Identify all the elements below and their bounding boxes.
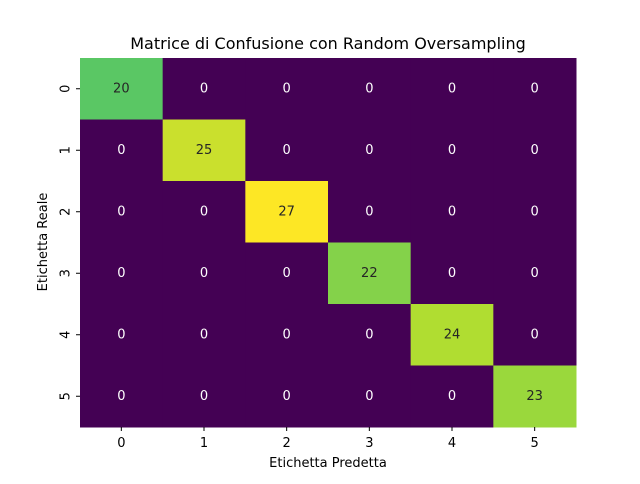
heatmap-cell-r1-c0 [80,119,164,182]
y-tick-label-3: 3 [59,269,74,277]
cell-value-r1-c0: 0 [117,143,125,158]
cell-value-r2-c3: 0 [365,204,373,219]
heatmap-cell-r0-c4 [410,58,494,120]
cell-value-r4-c0: 0 [117,327,125,342]
cell-value-r2-c4: 0 [448,204,456,219]
cell-value-r0-c1: 0 [200,81,208,96]
x-tick-label-2: 2 [283,436,291,451]
x-axis-ticks: 0 1 2 3 4 5 [117,427,539,451]
heatmap-cell-r4-c2 [245,304,329,366]
y-tick-label-1: 1 [59,146,74,154]
heatmap-cell-r3-c1 [162,242,246,305]
cell-value-r0-c2: 0 [283,81,291,96]
heatmap-cell-r2-c5 [493,181,577,243]
heatmap-cell-r3-c4 [410,242,494,305]
heatmap-cell-r2-c1 [162,181,246,243]
x-tick-label-1: 1 [200,436,208,451]
x-tick-label-5: 5 [531,436,539,451]
heatmap-cell-r2-c2 [245,181,329,243]
heatmap-cell-r3-c2 [245,242,329,305]
heatmap-cell-r0-c5 [493,58,577,120]
y-tick-label-2: 2 [59,208,74,216]
cell-value-r4-c4: 24 [444,327,461,342]
cell-value-r4-c3: 0 [365,327,373,342]
heatmap-cell-r0-c2 [245,58,329,120]
cell-value-r3-c1: 0 [200,266,208,281]
cell-value-r4-c1: 0 [200,327,208,342]
x-tick-label-3: 3 [365,436,373,451]
heatmap-cell-r3-c5 [493,242,577,305]
heatmap-cell-r4-c3 [328,304,412,366]
cell-value-r5-c4: 0 [448,389,456,404]
heatmap-cell-r0-c3 [328,58,412,120]
cell-value-r2-c5: 0 [531,204,539,219]
cell-value-r2-c0: 0 [117,204,125,219]
x-axis-label: Etichetta Predetta [269,456,387,471]
heatmap-cell-r1-c4 [410,119,494,182]
heatmap-cell-r3-c0 [80,242,164,305]
cell-value-r1-c2: 0 [283,143,291,158]
cell-value-r3-c3: 22 [361,266,378,281]
heatmap-cell-r1-c1 [162,119,246,182]
heatmap-cell-r3-c3 [328,242,412,305]
cell-value-r2-c1: 0 [200,204,208,219]
heatmap-cells [80,58,577,428]
heatmap-cell-r5-c3 [328,365,412,428]
heatmap-cell-r4-c1 [162,304,246,366]
heatmap-cell-r0-c1 [162,58,246,120]
heatmap-cell-r0-c0 [80,58,164,120]
heatmap-cell-r2-c4 [410,181,494,243]
cell-value-r1-c1: 25 [196,143,213,158]
cell-value-r3-c4: 0 [448,266,456,281]
cell-value-r4-c2: 0 [283,327,291,342]
cell-value-r3-c0: 0 [117,266,125,281]
y-tick-label-5: 5 [59,392,74,400]
x-tick-label-0: 0 [117,436,125,451]
cell-value-r1-c5: 0 [531,143,539,158]
chart-title: Matrice di Confusione con Random Oversam… [130,34,526,53]
cell-value-r5-c1: 0 [200,389,208,404]
cell-value-r5-c3: 0 [365,389,373,404]
y-axis-label: Etichetta Reale [36,193,51,292]
heatmap-cell-r5-c1 [162,365,246,428]
cell-value-r1-c3: 0 [365,143,373,158]
x-tick-label-4: 4 [448,436,456,451]
cell-annotations: 20 0 0 0 0 0 0 25 0 0 0 0 0 0 27 0 0 0 0 0 0 22 0 0 0 0 0 0 24 0 0 0 0 0 0… [113,81,543,404]
cell-value-r0-c3: 0 [365,81,373,96]
heatmap-cell-r1-c5 [493,119,577,182]
cell-value-r3-c5: 0 [531,266,539,281]
cell-value-r2-c2: 27 [278,204,295,219]
heatmap-cell-r4-c5 [493,304,577,366]
heatmap-cell-r1-c2 [245,119,329,182]
y-tick-label-0: 0 [59,85,74,93]
cell-value-r0-c4: 0 [448,81,456,96]
cell-value-r1-c4: 0 [448,143,456,158]
cell-value-r5-c5: 23 [526,389,543,404]
cell-value-r0-c5: 0 [531,81,539,96]
heatmap-cell-r4-c0 [80,304,164,366]
heatmap-cell-r2-c3 [328,181,412,243]
heatmap-cell-r1-c3 [328,119,412,182]
heatmap-cell-r2-c0 [80,181,164,243]
heatmap-cell-r5-c5 [493,365,577,428]
heatmap-cell-r5-c4 [410,365,494,428]
cell-value-r5-c0: 0 [117,389,125,404]
heatmap-cell-r5-c2 [245,365,329,428]
cell-value-r3-c2: 0 [283,266,291,281]
y-axis-ticks: 0 1 2 3 4 5 [59,85,80,400]
cell-value-r4-c5: 0 [531,327,539,342]
cell-value-r5-c2: 0 [283,389,291,404]
heatmap-cell-r5-c0 [80,365,164,428]
y-tick-label-4: 4 [59,331,74,339]
cell-value-r0-c0: 20 [113,81,130,96]
heatmap-cell-r4-c4 [410,304,494,366]
